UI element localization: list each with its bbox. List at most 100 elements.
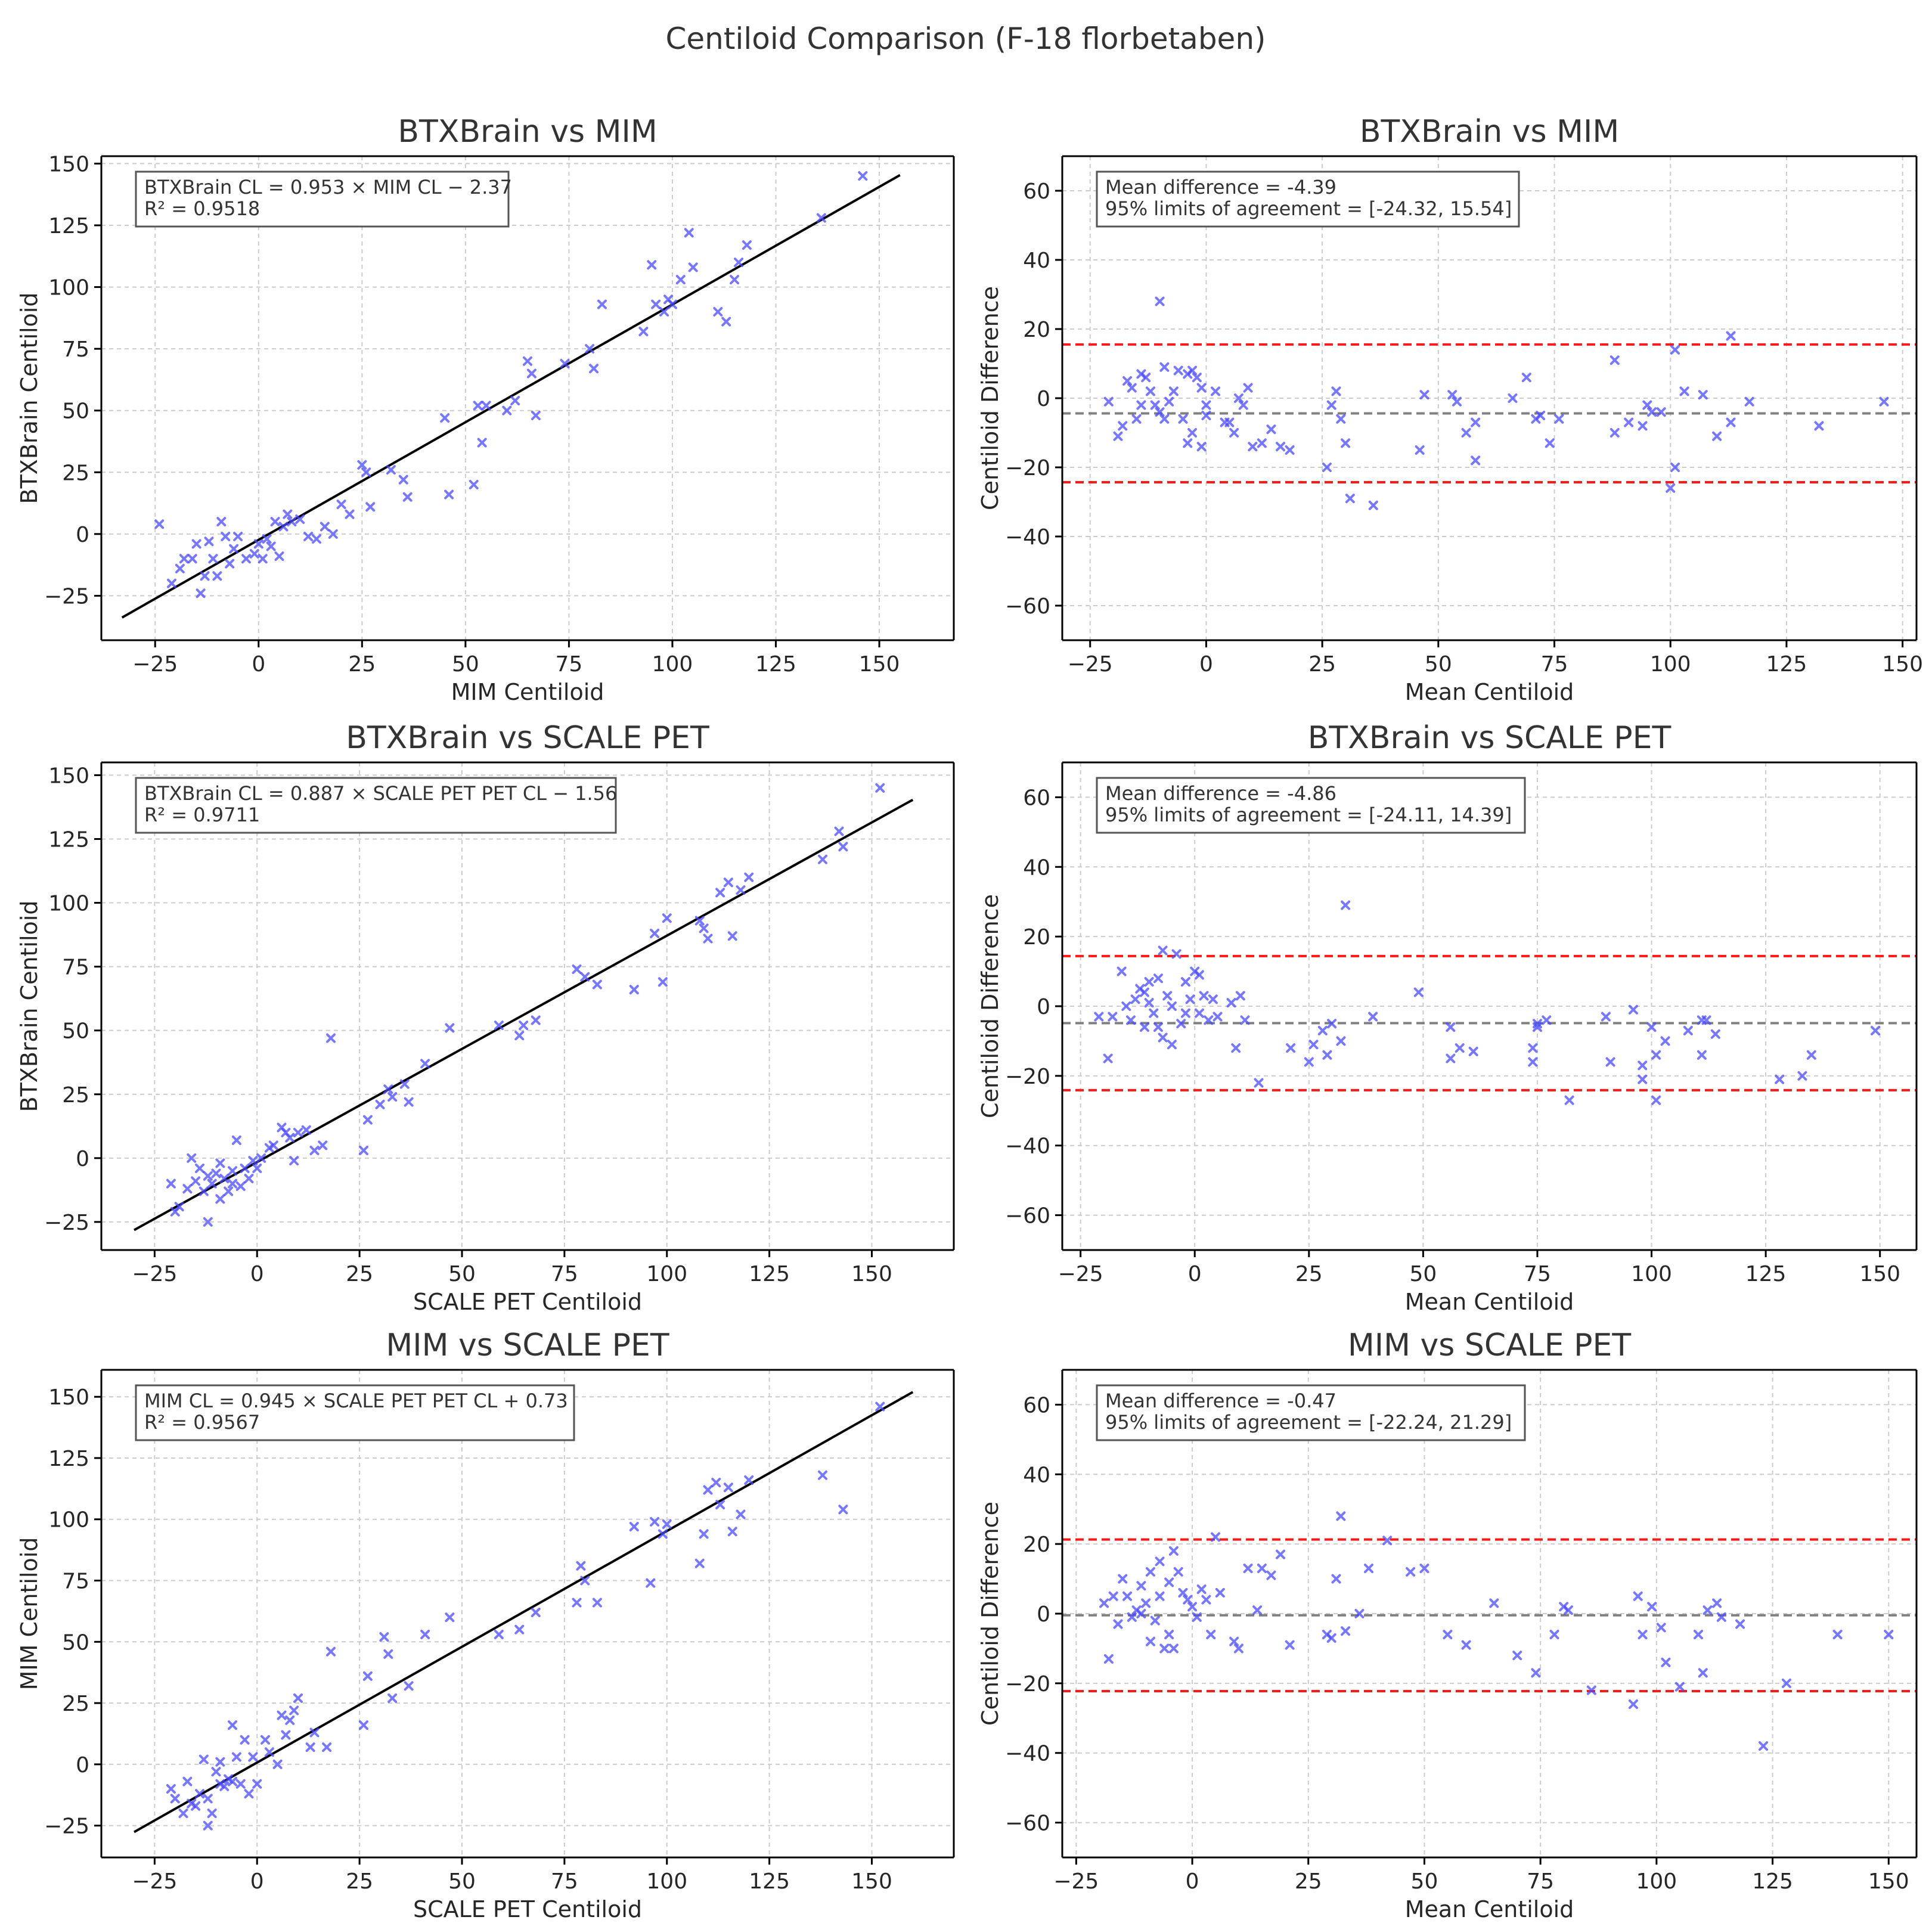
x-axis-label: SCALE PET Centiloid [413,1289,642,1315]
x-tick-label: 0 [252,652,265,677]
y-tick-label: −25 [44,1211,89,1235]
data-point [818,854,827,864]
data-point [1489,1598,1499,1608]
y-tick-label: 100 [48,1508,89,1533]
data-point [1660,1036,1670,1046]
annotation-text: BTXBrain CL = 0.887 × SCALE PET PET CL −… [144,782,617,805]
data-point [629,1522,639,1532]
data-point [723,1483,733,1493]
data-point [1712,431,1722,441]
data-point [1121,1001,1131,1011]
x-axis-label: Mean Centiloid [1405,679,1574,705]
data-point [1638,1630,1648,1640]
data-point [266,541,276,551]
data-point [1697,1050,1707,1060]
data-point [744,872,754,882]
y-tick-label: −20 [1005,1065,1050,1089]
data-point [592,979,602,990]
data-point [1638,421,1648,431]
data-point [589,364,599,374]
data-point [1698,1668,1708,1678]
data-point [1229,1636,1239,1646]
y-tick-label: 125 [48,1447,89,1471]
data-point [580,1575,590,1586]
data-point [240,1735,250,1745]
data-point [526,368,537,379]
annotation-box [135,1384,575,1441]
data-point [1144,998,1154,1008]
data-point [1341,1626,1351,1636]
data-point [1285,1640,1295,1650]
data-point [1744,396,1754,407]
annotation-box [135,170,510,228]
data-point [203,1820,213,1831]
data-point [1131,414,1142,424]
data-point [383,1649,393,1659]
x-tick-label: 125 [749,1869,790,1894]
data-point [723,877,733,888]
data-point [167,578,177,588]
data-point [1806,1050,1816,1060]
data-point [277,1710,287,1720]
data-point [1331,386,1341,396]
data-point [1698,390,1708,400]
data-point [283,509,293,519]
data-point [1141,373,1151,383]
data-point [662,1519,672,1529]
y-tick-label: 60 [1023,786,1050,810]
data-point [1145,386,1155,396]
x-tick-label: 75 [1527,1869,1554,1894]
x-tick-label: −25 [132,1262,177,1286]
y-axis-label: Centiloid Difference [977,1502,1003,1726]
data-point [208,554,218,564]
data-point [658,1529,668,1539]
data-point [1149,1008,1159,1018]
data-point [650,1516,660,1527]
y-tick-label: 75 [62,956,89,980]
data-point [420,1059,430,1069]
data-point [1528,1043,1538,1053]
data-point [1168,1643,1179,1654]
data-point [1136,1609,1146,1618]
data-point [281,1730,291,1740]
data-point [1832,1630,1843,1640]
data-point [1326,1633,1336,1643]
data-point [1317,1025,1328,1035]
y-tick-label: 60 [1023,179,1050,204]
y-tick-label: 100 [48,892,89,916]
data-point [818,1470,827,1480]
data-point [477,438,487,448]
data-point [219,1174,230,1184]
data-point [1118,1574,1128,1584]
data-point [1716,1612,1726,1622]
data-point [1461,428,1471,438]
y-tick-label: 25 [62,1083,89,1108]
annotation-text: MIM CL = 0.945 × SCALE PET PET CL + 0.73 [144,1390,568,1412]
data-point [235,1181,246,1191]
data-point [261,1735,270,1745]
data-point [1545,438,1555,448]
data-point [675,275,686,285]
data-point [361,467,371,477]
x-tick-label: −25 [1053,1869,1099,1894]
data-point [1419,390,1429,400]
data-point [357,460,367,470]
data-point [703,1485,713,1495]
data-point [1108,1591,1118,1601]
data-point [212,571,222,581]
data-point [215,1757,225,1767]
data-point [834,826,844,836]
data-point [531,1015,541,1025]
data-point [229,544,239,554]
data-point [1180,977,1190,987]
data-point [309,1145,320,1155]
data-point [711,1478,721,1488]
data-point [1266,1570,1276,1580]
data-point [1446,1053,1456,1063]
y-tick-label: 150 [48,152,89,176]
x-tick-label: 50 [1409,1262,1437,1286]
data-point [1150,1615,1160,1626]
data-point [231,1135,241,1145]
data-point [1605,1057,1615,1067]
data-point [1647,407,1657,417]
